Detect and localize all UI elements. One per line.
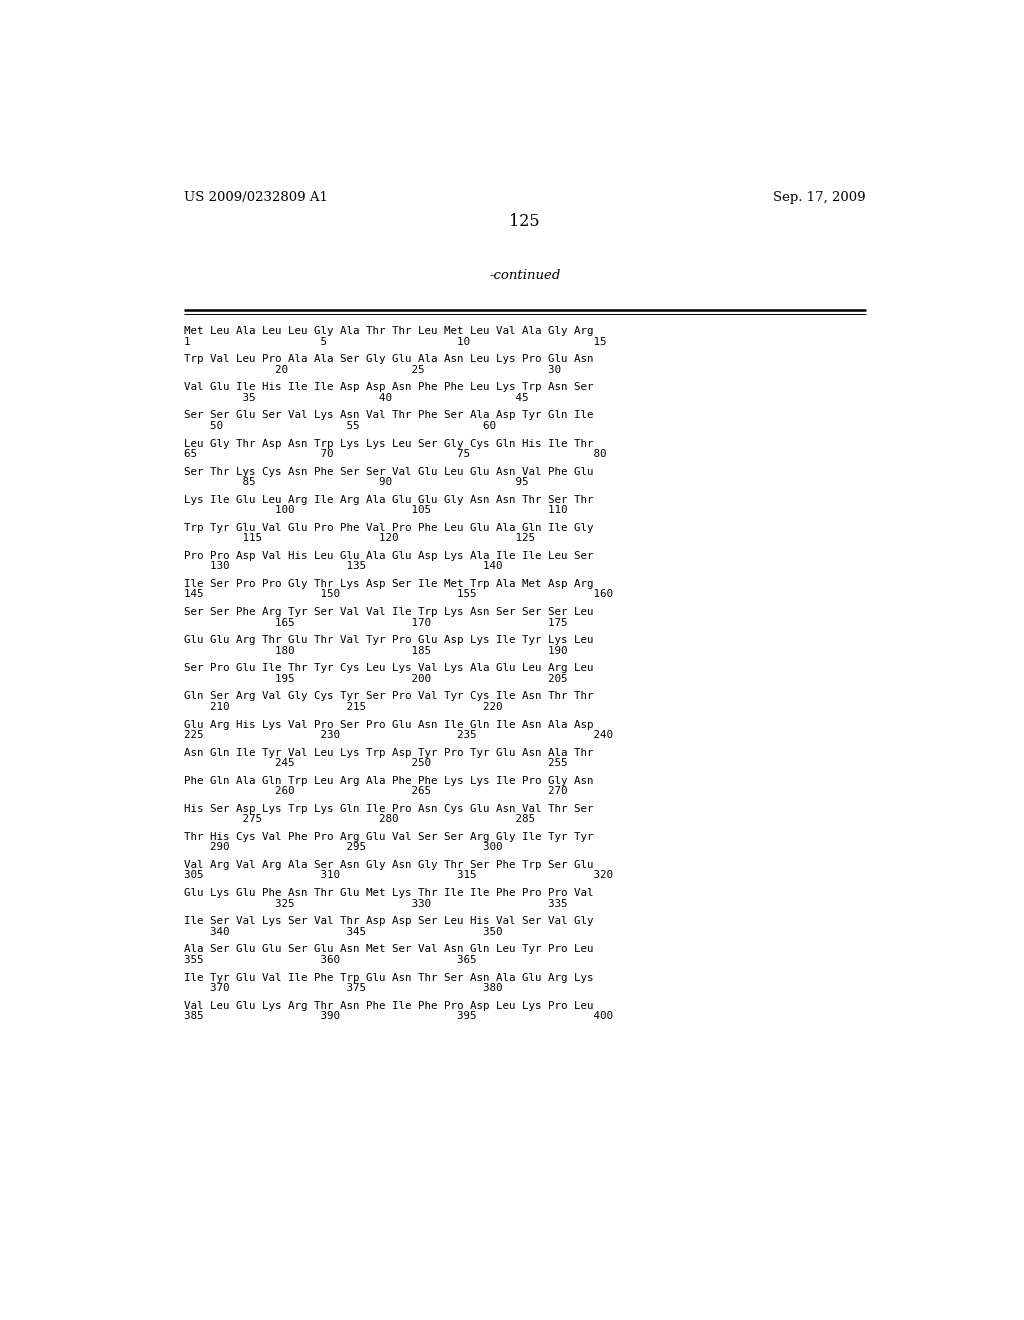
Text: US 2009/0232809 A1: US 2009/0232809 A1 (183, 191, 328, 205)
Text: Gln Ser Arg Val Gly Cys Tyr Ser Pro Val Tyr Cys Ile Asn Thr Thr: Gln Ser Arg Val Gly Cys Tyr Ser Pro Val … (183, 692, 593, 701)
Text: Trp Val Leu Pro Ala Ala Ser Gly Glu Ala Asn Leu Lys Pro Glu Asn: Trp Val Leu Pro Ala Ala Ser Gly Glu Ala … (183, 354, 593, 364)
Text: Glu Glu Arg Thr Glu Thr Val Tyr Pro Glu Asp Lys Ile Tyr Lys Leu: Glu Glu Arg Thr Glu Thr Val Tyr Pro Glu … (183, 635, 593, 645)
Text: Pro Pro Asp Val His Leu Glu Ala Glu Asp Lys Ala Ile Ile Leu Ser: Pro Pro Asp Val His Leu Glu Ala Glu Asp … (183, 550, 593, 561)
Text: His Ser Asp Lys Trp Lys Gln Ile Pro Asn Cys Glu Asn Val Thr Ser: His Ser Asp Lys Trp Lys Gln Ile Pro Asn … (183, 804, 593, 814)
Text: 385                  390                  395                  400: 385 390 395 400 (183, 1011, 612, 1022)
Text: 245                  250                  255: 245 250 255 (183, 758, 567, 768)
Text: Ser Thr Lys Cys Asn Phe Ser Ser Val Glu Leu Glu Asn Val Phe Glu: Ser Thr Lys Cys Asn Phe Ser Ser Val Glu … (183, 467, 593, 477)
Text: 370                  375                  380: 370 375 380 (183, 983, 502, 993)
Text: 165                  170                  175: 165 170 175 (183, 618, 567, 627)
Text: Ile Ser Val Lys Ser Val Thr Asp Asp Ser Leu His Val Ser Val Gly: Ile Ser Val Lys Ser Val Thr Asp Asp Ser … (183, 916, 593, 927)
Text: Val Leu Glu Lys Arg Thr Asn Phe Ile Phe Pro Asp Leu Lys Pro Leu: Val Leu Glu Lys Arg Thr Asn Phe Ile Phe … (183, 1001, 593, 1011)
Text: 260                  265                  270: 260 265 270 (183, 787, 567, 796)
Text: 180                  185                  190: 180 185 190 (183, 645, 567, 656)
Text: Glu Lys Glu Phe Asn Thr Glu Met Lys Thr Ile Ile Phe Pro Pro Val: Glu Lys Glu Phe Asn Thr Glu Met Lys Thr … (183, 888, 593, 898)
Text: Phe Gln Ala Gln Trp Leu Arg Ala Phe Phe Lys Lys Ile Pro Gly Asn: Phe Gln Ala Gln Trp Leu Arg Ala Phe Phe … (183, 776, 593, 785)
Text: Glu Arg His Lys Val Pro Ser Pro Glu Asn Ile Gln Ile Asn Ala Asp: Glu Arg His Lys Val Pro Ser Pro Glu Asn … (183, 719, 593, 730)
Text: Leu Gly Thr Asp Asn Trp Lys Lys Leu Ser Gly Cys Gln His Ile Thr: Leu Gly Thr Asp Asn Trp Lys Lys Leu Ser … (183, 438, 593, 449)
Text: Ser Pro Glu Ile Thr Tyr Cys Leu Lys Val Lys Ala Glu Leu Arg Leu: Ser Pro Glu Ile Thr Tyr Cys Leu Lys Val … (183, 664, 593, 673)
Text: Met Leu Ala Leu Leu Gly Ala Thr Thr Leu Met Leu Val Ala Gly Arg: Met Leu Ala Leu Leu Gly Ala Thr Thr Leu … (183, 326, 593, 337)
Text: Ile Ser Pro Pro Gly Thr Lys Asp Ser Ile Met Trp Ala Met Asp Arg: Ile Ser Pro Pro Gly Thr Lys Asp Ser Ile … (183, 579, 593, 589)
Text: 115                  120                  125: 115 120 125 (183, 533, 535, 544)
Text: 35                   40                   45: 35 40 45 (183, 393, 528, 403)
Text: Ile Tyr Glu Val Ile Phe Trp Glu Asn Thr Ser Asn Ala Glu Arg Lys: Ile Tyr Glu Val Ile Phe Trp Glu Asn Thr … (183, 973, 593, 982)
Text: 130                  135                  140: 130 135 140 (183, 561, 502, 572)
Text: 210                  215                  220: 210 215 220 (183, 702, 502, 711)
Text: 225                  230                  235                  240: 225 230 235 240 (183, 730, 612, 741)
Text: Lys Ile Glu Leu Arg Ile Arg Ala Glu Glu Gly Asn Asn Thr Ser Thr: Lys Ile Glu Leu Arg Ile Arg Ala Glu Glu … (183, 495, 593, 504)
Text: 50                   55                   60: 50 55 60 (183, 421, 496, 430)
Text: Ala Ser Glu Glu Ser Glu Asn Met Ser Val Asn Gln Leu Tyr Pro Leu: Ala Ser Glu Glu Ser Glu Asn Met Ser Val … (183, 944, 593, 954)
Text: 340                  345                  350: 340 345 350 (183, 927, 502, 937)
Text: 125: 125 (510, 213, 540, 230)
Text: Thr His Cys Val Phe Pro Arg Glu Val Ser Ser Arg Gly Ile Tyr Tyr: Thr His Cys Val Phe Pro Arg Glu Val Ser … (183, 832, 593, 842)
Text: Val Glu Ile His Ile Ile Asp Asp Asn Phe Phe Leu Lys Trp Asn Ser: Val Glu Ile His Ile Ile Asp Asp Asn Phe … (183, 383, 593, 392)
Text: 65                   70                   75                   80: 65 70 75 80 (183, 449, 606, 459)
Text: 100                  105                  110: 100 105 110 (183, 506, 567, 515)
Text: Sep. 17, 2009: Sep. 17, 2009 (773, 191, 866, 205)
Text: 145                  150                  155                  160: 145 150 155 160 (183, 590, 612, 599)
Text: Val Arg Val Arg Ala Ser Asn Gly Asn Gly Thr Ser Phe Trp Ser Glu: Val Arg Val Arg Ala Ser Asn Gly Asn Gly … (183, 861, 593, 870)
Text: 290                  295                  300: 290 295 300 (183, 842, 502, 853)
Text: 20                   25                   30: 20 25 30 (183, 364, 560, 375)
Text: 1                    5                    10                   15: 1 5 10 15 (183, 337, 606, 347)
Text: 195                  200                  205: 195 200 205 (183, 673, 567, 684)
Text: 85                   90                   95: 85 90 95 (183, 477, 528, 487)
Text: 325                  330                  335: 325 330 335 (183, 899, 567, 908)
Text: 355                  360                  365: 355 360 365 (183, 954, 476, 965)
Text: Ser Ser Phe Arg Tyr Ser Val Val Ile Trp Lys Asn Ser Ser Ser Leu: Ser Ser Phe Arg Tyr Ser Val Val Ile Trp … (183, 607, 593, 618)
Text: Ser Ser Glu Ser Val Lys Asn Val Thr Phe Ser Ala Asp Tyr Gln Ile: Ser Ser Glu Ser Val Lys Asn Val Thr Phe … (183, 411, 593, 421)
Text: 305                  310                  315                  320: 305 310 315 320 (183, 870, 612, 880)
Text: -continued: -continued (489, 269, 560, 282)
Text: Trp Tyr Glu Val Glu Pro Phe Val Pro Phe Leu Glu Ala Gln Ile Gly: Trp Tyr Glu Val Glu Pro Phe Val Pro Phe … (183, 523, 593, 533)
Text: 275                  280                  285: 275 280 285 (183, 814, 535, 824)
Text: Asn Gln Ile Tyr Val Leu Lys Trp Asp Tyr Pro Tyr Glu Asn Ala Thr: Asn Gln Ile Tyr Val Leu Lys Trp Asp Tyr … (183, 747, 593, 758)
